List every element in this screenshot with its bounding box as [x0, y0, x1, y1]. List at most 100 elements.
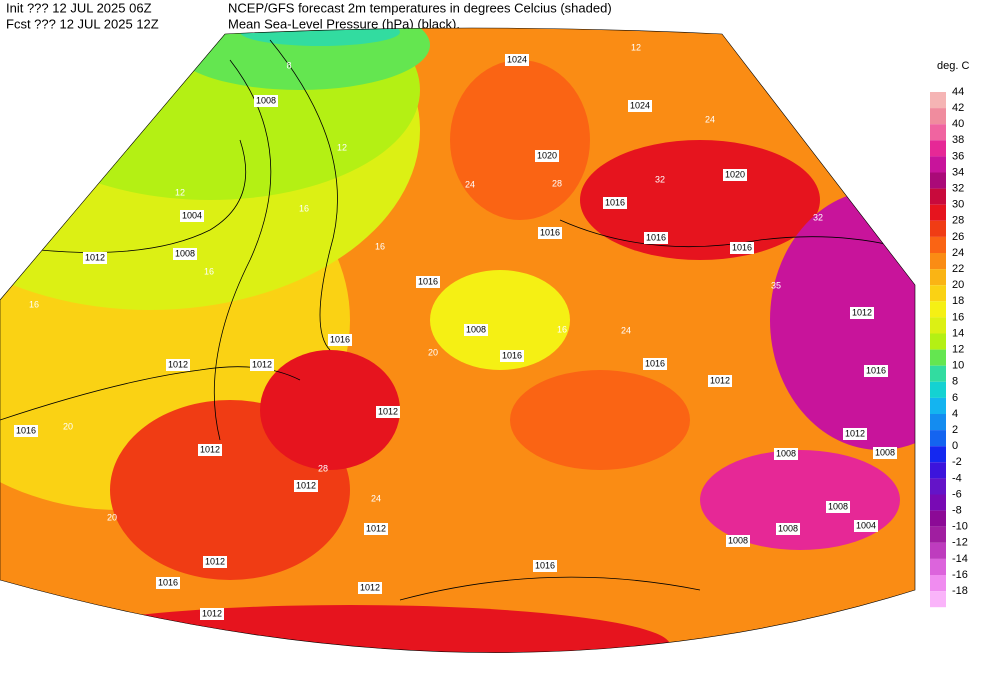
isobar-label: 1012 [845, 428, 865, 438]
isobar-label: 1016 [502, 350, 522, 360]
legend-label: 8 [952, 376, 958, 388]
isotherm-label: 24 [621, 325, 631, 335]
legend-swatch [930, 349, 946, 366]
isobar-label-box [203, 556, 227, 568]
isobar-label-box [535, 150, 559, 162]
isotherm-label: 12 [337, 142, 347, 152]
isobar-label-box [843, 428, 867, 440]
isobar-label-box [156, 577, 180, 589]
isobar-label: 1008 [256, 95, 276, 105]
isobar-label-box [376, 406, 400, 418]
legend-swatch [930, 188, 946, 205]
isotherm-label: 28 [318, 463, 328, 473]
legend-swatch [930, 542, 946, 559]
isobar-label-box [14, 425, 38, 437]
isobar-label: 1016 [330, 334, 350, 344]
isobar-label: 1020 [725, 169, 745, 179]
legend-label: -8 [952, 505, 962, 517]
isobar [559, 219, 911, 251]
isobar-label-box [83, 252, 107, 264]
isotherm-label: 20 [107, 512, 117, 522]
legend-label: -2 [952, 456, 962, 468]
isobar-label: 1016 [158, 577, 178, 587]
isobar-label: 1016 [540, 227, 560, 237]
legend-label: 18 [952, 295, 964, 307]
isobar-label-box [850, 307, 874, 319]
legend-label: 2 [952, 424, 958, 436]
isobar-label-box [776, 523, 800, 535]
isotherm-label: 32 [813, 212, 823, 222]
isobar-label-box [173, 248, 197, 260]
isobar [269, 39, 338, 351]
isotherm-label: 16 [204, 266, 214, 276]
legend-label: 20 [952, 279, 964, 291]
field-area [430, 270, 570, 370]
isobar-label: 1008 [828, 501, 848, 511]
legend-swatch [930, 269, 946, 286]
legend-label: 26 [952, 231, 964, 243]
legend-label: 40 [952, 118, 964, 130]
legend-swatch [930, 301, 946, 318]
isobar-label-box [500, 350, 524, 362]
isobar-label: 1016 [418, 276, 438, 286]
legend-swatch [930, 285, 946, 302]
isobar-label-box [730, 242, 754, 254]
legend-swatch [930, 333, 946, 350]
field-area [700, 450, 900, 550]
isobar-label-box [328, 334, 352, 346]
isobar-label-box [628, 100, 652, 112]
isobar-label-box [416, 276, 440, 288]
isotherm-label: 20 [428, 347, 438, 357]
field-area [510, 370, 690, 470]
legend-label: 22 [952, 263, 964, 275]
legend-label: 4 [952, 408, 958, 420]
legend-label: 6 [952, 392, 958, 404]
isotherm-label: 28 [552, 178, 562, 188]
isobar-label: 1012 [85, 252, 105, 262]
legend-label: 42 [952, 102, 964, 114]
legend-label: 14 [952, 327, 964, 339]
isobar-label-box [505, 54, 529, 66]
isobar-label: 1016 [605, 197, 625, 207]
isobar-label-box [533, 560, 557, 572]
legend-label: 0 [952, 440, 958, 452]
legend-swatch [930, 236, 946, 253]
legend-swatch [930, 591, 946, 608]
isobar-label-box [200, 608, 224, 620]
isobar-label-box [826, 501, 850, 513]
field-area [260, 350, 400, 470]
isotherm-label: 16 [299, 203, 309, 213]
legend-label: -6 [952, 488, 962, 500]
isobar-label-box [166, 359, 190, 371]
isobar-label: 1016 [535, 560, 555, 570]
legend-swatch [930, 397, 946, 414]
isotherm-label: 20 [63, 421, 73, 431]
legend-title: deg. C [937, 60, 969, 72]
legend-swatch [930, 446, 946, 463]
legend-swatch [930, 253, 946, 270]
legend-label: -12 [952, 537, 968, 549]
legend-swatch [930, 478, 946, 495]
isotherm-label: 24 [371, 493, 381, 503]
isobar-label: 1012 [710, 375, 730, 385]
isotherm-label: 24 [705, 114, 715, 124]
legend-swatch [930, 494, 946, 511]
isobar-label: 1016 [646, 232, 666, 242]
map-border [0, 27, 916, 653]
isobar-label-box [464, 324, 488, 336]
isobar-label: 1016 [732, 242, 752, 252]
isobar-label-box [864, 365, 888, 377]
legend-swatch [930, 317, 946, 334]
legend-label: 44 [952, 86, 964, 98]
isobar-label: 1012 [366, 523, 386, 533]
legend-swatch [930, 172, 946, 189]
isobar-label-box [364, 523, 388, 535]
isobar-label-box [603, 197, 627, 209]
isobar-label: 1016 [16, 425, 36, 435]
isobar-label: 1012 [360, 582, 380, 592]
legend-label: -4 [952, 472, 962, 484]
isobar-label-box [708, 375, 732, 387]
isobar-label: 1016 [645, 358, 665, 368]
legend-swatch [930, 510, 946, 527]
legend-swatch [930, 124, 946, 141]
